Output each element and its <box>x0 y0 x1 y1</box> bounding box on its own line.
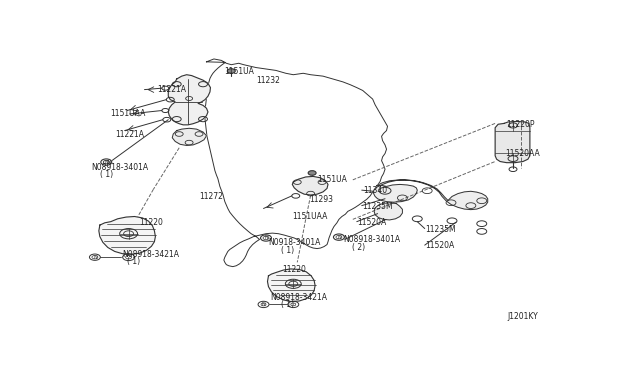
Polygon shape <box>268 269 315 302</box>
Text: 11520A: 11520A <box>357 218 387 227</box>
Text: N: N <box>104 160 108 164</box>
Circle shape <box>227 69 236 73</box>
Text: 11520A: 11520A <box>425 241 454 250</box>
Text: N08918-3401A: N08918-3401A <box>343 235 400 244</box>
Polygon shape <box>292 176 328 195</box>
Polygon shape <box>374 203 403 220</box>
Text: 11220: 11220 <box>282 265 306 274</box>
Text: ( 2): ( 2) <box>352 243 365 251</box>
Text: N: N <box>93 255 97 260</box>
Text: N: N <box>262 302 266 307</box>
Text: 1151UA: 1151UA <box>317 175 347 184</box>
Text: 11221A: 11221A <box>157 84 186 93</box>
Polygon shape <box>172 128 207 145</box>
Text: 11232: 11232 <box>256 76 280 85</box>
Text: 11520AA: 11520AA <box>506 149 540 158</box>
Text: 11272: 11272 <box>199 192 223 201</box>
Text: 1151UAA: 1151UAA <box>110 109 145 118</box>
Text: 1151UAA: 1151UAA <box>292 212 328 221</box>
Text: ( 1): ( 1) <box>100 170 113 179</box>
Text: N08918-3401A: N08918-3401A <box>91 163 148 172</box>
Text: ( 1): ( 1) <box>282 300 294 309</box>
Polygon shape <box>168 75 211 125</box>
Text: 11340: 11340 <box>363 186 387 195</box>
Text: J1201KY: J1201KY <box>508 312 538 321</box>
Polygon shape <box>374 180 488 210</box>
Text: ( 1): ( 1) <box>127 257 140 266</box>
Circle shape <box>308 171 316 175</box>
Text: N08918-3421A: N08918-3421A <box>123 250 180 259</box>
Text: 11293: 11293 <box>310 195 333 204</box>
Text: N: N <box>264 235 268 240</box>
Text: N0918-3401A: N0918-3401A <box>269 238 321 247</box>
Text: N: N <box>337 235 340 240</box>
Text: 11235M: 11235M <box>425 225 455 234</box>
Text: 11220: 11220 <box>140 218 163 227</box>
Text: 11220P: 11220P <box>507 121 535 129</box>
Text: 1151UA: 1151UA <box>224 67 253 76</box>
Polygon shape <box>99 217 156 254</box>
Text: 11235M: 11235M <box>362 202 392 211</box>
Text: N08918-3421A: N08918-3421A <box>271 293 328 302</box>
Polygon shape <box>495 121 530 163</box>
Text: 11221A: 11221A <box>115 130 144 140</box>
Text: N: N <box>106 160 111 164</box>
Text: ( 1): ( 1) <box>282 246 294 254</box>
